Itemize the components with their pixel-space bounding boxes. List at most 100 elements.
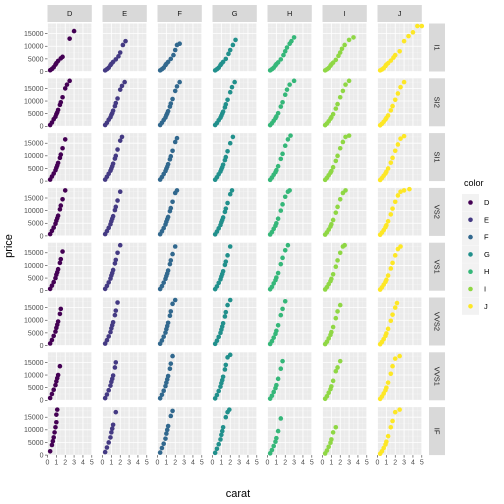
- data-point: [278, 156, 284, 162]
- data-point: [346, 37, 352, 43]
- data-point: [351, 35, 356, 40]
- data-point: [397, 407, 402, 412]
- data-point: [172, 47, 178, 53]
- x-tick-label: 4: [356, 460, 360, 467]
- data-point: [395, 193, 401, 198]
- legend-title: color: [464, 178, 484, 188]
- data-point: [67, 78, 72, 84]
- x-tick-label: 2: [228, 460, 232, 467]
- panel-VS2-H: [267, 187, 313, 237]
- data-point: [271, 443, 277, 449]
- data-point: [278, 261, 284, 267]
- panel-VVS1-G: [212, 352, 258, 401]
- data-point: [401, 79, 407, 85]
- data-point: [115, 147, 120, 152]
- data-point: [335, 101, 340, 107]
- x-tick-label: 5: [310, 460, 314, 467]
- data-point: [170, 199, 175, 205]
- data-point: [177, 41, 182, 47]
- data-point: [392, 409, 398, 415]
- y-tick-label: 15000: [24, 250, 44, 257]
- data-point: [58, 256, 64, 262]
- data-point: [401, 133, 407, 139]
- data-point: [394, 300, 400, 306]
- panel-I1-F: [157, 23, 203, 73]
- data-point: [167, 366, 173, 372]
- legend-swatch: [468, 269, 473, 275]
- data-point: [275, 163, 281, 169]
- data-point: [390, 103, 395, 109]
- strip-E: [102, 5, 147, 22]
- data-point: [346, 78, 352, 84]
- panel-VVS2-G: [212, 297, 258, 347]
- data-point: [161, 388, 167, 394]
- legend-item-E: E: [462, 211, 489, 229]
- data-point: [229, 188, 235, 193]
- x-tick-label: 4: [136, 460, 140, 467]
- data-point: [174, 135, 180, 141]
- data-point: [49, 337, 55, 343]
- x-tick-label: 3: [292, 460, 296, 467]
- data-point: [275, 322, 281, 328]
- y-tick-label: 15000: [24, 86, 44, 93]
- data-point: [227, 352, 233, 358]
- data-point: [168, 205, 174, 211]
- data-point: [165, 373, 171, 379]
- x-tick-label: 4: [81, 460, 85, 467]
- data-point: [167, 313, 173, 318]
- data-point: [381, 445, 387, 451]
- legend-item-J: J: [462, 297, 488, 315]
- data-point: [333, 106, 339, 111]
- data-point: [157, 395, 163, 401]
- data-point: [330, 164, 336, 170]
- data-point: [226, 51, 231, 57]
- strip-H: [267, 5, 312, 22]
- data-point: [385, 326, 391, 332]
- panel-VS2-I: [322, 187, 368, 237]
- data-point: [102, 341, 108, 346]
- panel-SI2-I: [322, 78, 368, 128]
- panel-VS2-F: [157, 187, 203, 237]
- data-point: [326, 336, 332, 341]
- data-point: [58, 100, 64, 105]
- y-tick-label: 5000: [28, 221, 44, 228]
- data-point: [289, 38, 294, 44]
- data-point: [102, 395, 108, 401]
- data-point: [55, 213, 61, 218]
- data-point: [285, 242, 291, 248]
- y-axes: 0 5000 10000 15000 0 5000 10000 15000 0 5000 10000…: [24, 31, 48, 460]
- x-tick-label: 0: [46, 460, 50, 467]
- y-tick-label: 0: [40, 343, 44, 350]
- data-point: [108, 329, 113, 335]
- legend-swatch: [468, 304, 473, 309]
- data-point: [168, 154, 174, 159]
- data-point: [57, 260, 63, 266]
- y-tick-label: 10000: [24, 44, 44, 51]
- data-point: [388, 318, 394, 324]
- panel-IF-I: [322, 407, 368, 456]
- data-point: [57, 311, 63, 317]
- legend-label: F: [484, 233, 489, 242]
- row-strips: I1 SI2 SI1 VS2 VS1 VVS2 VVS1 IF: [429, 23, 445, 456]
- data-point: [385, 380, 391, 385]
- data-point: [406, 33, 411, 39]
- data-point: [214, 338, 220, 344]
- strip-F: [157, 5, 202, 22]
- data-point: [220, 162, 226, 167]
- y-tick-label: 5000: [28, 385, 44, 392]
- data-point: [274, 328, 279, 334]
- panel-I1-D: [47, 23, 93, 73]
- data-point: [117, 138, 123, 143]
- x-tick-label: 5: [145, 460, 149, 467]
- strip-label-VVS2: VVS2: [433, 312, 442, 331]
- y-tick-label: 15000: [24, 31, 44, 38]
- panel-VS1-D: [47, 242, 93, 292]
- data-point: [113, 57, 119, 62]
- data-point: [384, 385, 389, 390]
- data-point: [335, 309, 340, 314]
- data-point: [278, 312, 284, 318]
- strip-D: [47, 5, 92, 22]
- data-point: [104, 337, 110, 343]
- data-point: [164, 431, 169, 436]
